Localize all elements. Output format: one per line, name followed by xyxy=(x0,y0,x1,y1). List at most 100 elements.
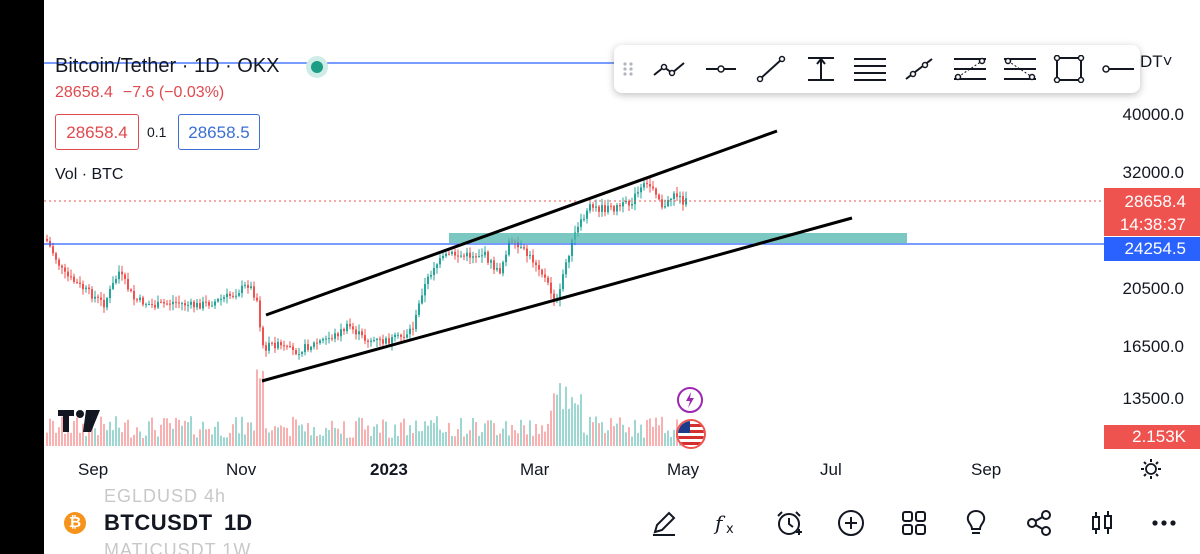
volume-bar xyxy=(613,426,615,446)
volume-bar xyxy=(316,436,318,446)
volume-bar xyxy=(544,431,546,446)
interval-selector[interactable]: 1D xyxy=(224,510,253,535)
volume-layer xyxy=(46,369,687,446)
buy-button[interactable]: 28658.5 xyxy=(178,114,260,150)
candle-body xyxy=(85,287,87,290)
volume-bar xyxy=(355,421,357,446)
candle-body xyxy=(157,301,159,308)
chart-type-candles-icon[interactable] xyxy=(1087,508,1117,538)
candle-body xyxy=(604,205,606,213)
volume-bar xyxy=(145,435,147,446)
fib-retracement-tool-icon[interactable] xyxy=(952,55,988,83)
volume-bar xyxy=(205,429,207,446)
rectangle-tool-icon[interactable] xyxy=(1052,54,1086,84)
candle-body xyxy=(202,301,204,309)
candle-body xyxy=(412,328,414,330)
candle-body xyxy=(304,344,306,353)
event-lightning-icon[interactable] xyxy=(677,387,703,413)
fib-channel-tool-icon[interactable] xyxy=(1002,55,1038,83)
volume-bar xyxy=(235,417,237,446)
candle-body xyxy=(583,218,585,220)
volume-bar xyxy=(121,432,123,446)
candle-layer xyxy=(46,176,687,360)
volume-bar xyxy=(163,418,165,446)
volume-bar xyxy=(52,420,54,446)
candle-body xyxy=(70,276,72,278)
symbol-title[interactable]: Bitcoin/Tether · 1D · OKX xyxy=(55,55,280,77)
price-change: −7.6 (−0.03%) xyxy=(122,84,225,101)
volume-bar xyxy=(148,421,150,446)
layouts-grid-icon[interactable] xyxy=(899,508,929,538)
candle-body xyxy=(214,301,216,306)
candle-body xyxy=(481,255,483,257)
volume-bar xyxy=(229,432,231,446)
volume-bar xyxy=(100,416,102,446)
drag-handle-icon[interactable] xyxy=(620,55,636,83)
volume-bar xyxy=(595,416,597,446)
volume-bar xyxy=(280,425,282,446)
candle-body xyxy=(643,183,645,188)
parallel-channel-tool-icon[interactable] xyxy=(852,55,888,83)
volume-bar xyxy=(250,422,252,446)
currency-dropdown[interactable]: DT˅ xyxy=(1140,52,1173,71)
candle-body xyxy=(88,287,90,290)
price-range-tool-icon[interactable] xyxy=(804,55,838,83)
volume-bar xyxy=(127,419,129,446)
candle-body xyxy=(490,260,492,263)
chart-settings-icon[interactable] xyxy=(1140,458,1162,486)
share-icon[interactable] xyxy=(1024,508,1054,538)
candle-body xyxy=(670,198,672,201)
candle-body xyxy=(331,338,333,340)
candle-body xyxy=(94,296,96,299)
volume-bar xyxy=(493,423,495,446)
candle-body xyxy=(235,295,237,297)
candle-body xyxy=(58,259,60,266)
candle-body xyxy=(598,206,600,212)
draw-pencil-icon[interactable] xyxy=(649,508,679,538)
more-options-icon[interactable] xyxy=(1149,508,1179,538)
price-axis-label: 13500.0 xyxy=(1122,389,1184,408)
chart-area[interactable]: Bitcoin/Tether · 1D · OKX 28658.4 −7.6 (−… xyxy=(44,44,1200,490)
candle-body xyxy=(403,336,405,338)
candle-body xyxy=(100,297,102,300)
volume-bar xyxy=(487,420,489,446)
volume-bar xyxy=(631,436,633,446)
price-chart[interactable] xyxy=(44,44,1200,490)
candle-body xyxy=(256,297,258,301)
trend-line-tool-icon[interactable] xyxy=(650,55,690,83)
candle-body xyxy=(82,283,84,290)
volume-legend[interactable]: Vol · BTC xyxy=(55,166,124,183)
volume-bar xyxy=(49,418,51,446)
volume-bar xyxy=(421,431,423,446)
volume-bar xyxy=(460,417,462,446)
symbol-selector[interactable]: BTCUSDT xyxy=(104,510,213,535)
alert-clock-icon[interactable] xyxy=(774,508,804,538)
extended-line-tool-icon[interactable] xyxy=(902,55,936,83)
price-axis-label: 16500.0 xyxy=(1122,337,1184,356)
ideas-lightbulb-icon[interactable] xyxy=(961,508,991,538)
volume-bar xyxy=(247,422,249,446)
volume-bar xyxy=(244,434,246,446)
candle-body xyxy=(466,252,468,257)
candle-body xyxy=(619,204,621,207)
candle-body xyxy=(160,301,162,303)
horizontal-ray-tool-icon[interactable] xyxy=(704,55,738,83)
candle-body xyxy=(154,304,156,308)
volume-bar xyxy=(283,427,285,446)
volume-bar xyxy=(541,425,543,446)
candle-body xyxy=(469,252,471,258)
sell-button[interactable]: 28658.4 xyxy=(55,114,139,150)
candle-body xyxy=(244,284,246,286)
candle-body xyxy=(382,339,384,344)
horizontal-line-tool-icon[interactable] xyxy=(1100,55,1134,83)
us-economic-event-flag-icon[interactable] xyxy=(676,419,706,449)
candle-body xyxy=(589,204,591,211)
volume-bar xyxy=(310,435,312,446)
volume-bar xyxy=(604,433,606,446)
volume-bar xyxy=(610,418,612,446)
drawing-toolbar[interactable] xyxy=(614,45,1140,93)
candle-body xyxy=(193,301,195,308)
add-circle-icon[interactable] xyxy=(836,508,866,538)
ray-tool-icon[interactable] xyxy=(754,55,788,83)
